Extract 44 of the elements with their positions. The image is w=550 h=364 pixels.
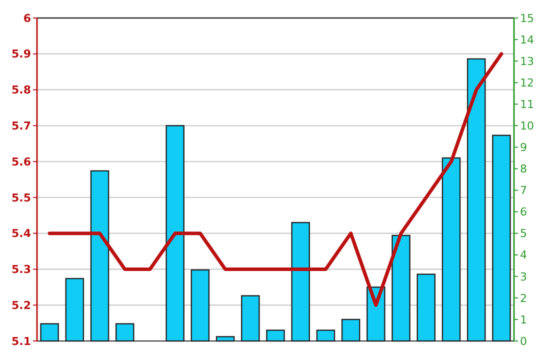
- y2-tick-label: 8: [520, 162, 527, 176]
- y2-tick-label: 10: [520, 120, 534, 133]
- y2-tick-label: 3: [520, 270, 527, 284]
- y2-tick-label: 1: [520, 313, 527, 326]
- y2-tick-label: 6: [520, 206, 527, 219]
- bar: [115, 323, 134, 342]
- line-series: [48, 52, 504, 307]
- bar: [291, 222, 310, 342]
- bar: [492, 134, 511, 342]
- bar: [466, 58, 486, 342]
- y-tick-label: 5.4: [12, 227, 32, 240]
- y-tick-label: 5.7: [12, 120, 31, 133]
- y-tick-label: 5.8: [12, 84, 31, 97]
- y-tick-label: 5.3: [12, 263, 31, 276]
- y2-tick-label: 9: [520, 141, 527, 154]
- y-tick-label: 5.5: [12, 191, 31, 204]
- y2-tick-label: 14: [520, 33, 534, 46]
- y-tick-label: 5.2: [12, 298, 31, 312]
- y2-tick-label: 5: [520, 227, 527, 240]
- bar: [90, 170, 110, 342]
- bar: [416, 274, 436, 342]
- y2-tick-label: 12: [520, 76, 534, 90]
- bar: [442, 157, 461, 342]
- y2-tick-label: 15: [520, 12, 534, 25]
- y2-tick-label: 13: [520, 54, 534, 68]
- bar: [166, 125, 184, 342]
- bar: [65, 278, 84, 342]
- y2-tick-label: 0: [520, 334, 527, 348]
- y2-tick-label: 11: [520, 98, 534, 111]
- bar: [341, 318, 360, 342]
- bar: [241, 295, 260, 342]
- bar: [216, 336, 235, 342]
- y-tick-label: 5.1: [12, 334, 31, 348]
- y2-tick-label: 2: [520, 292, 527, 305]
- y-tick-label: 5.6: [12, 155, 32, 168]
- y-tick-label: 6: [23, 12, 32, 25]
- bar: [392, 234, 410, 342]
- bar: [190, 269, 210, 342]
- bar: [40, 323, 59, 342]
- bar: [316, 330, 336, 342]
- y-tick-label: 5.9: [12, 48, 31, 61]
- y2-tick-label: 7: [520, 184, 527, 198]
- bar: [266, 330, 285, 342]
- y2-tick-label: 4: [520, 248, 527, 262]
